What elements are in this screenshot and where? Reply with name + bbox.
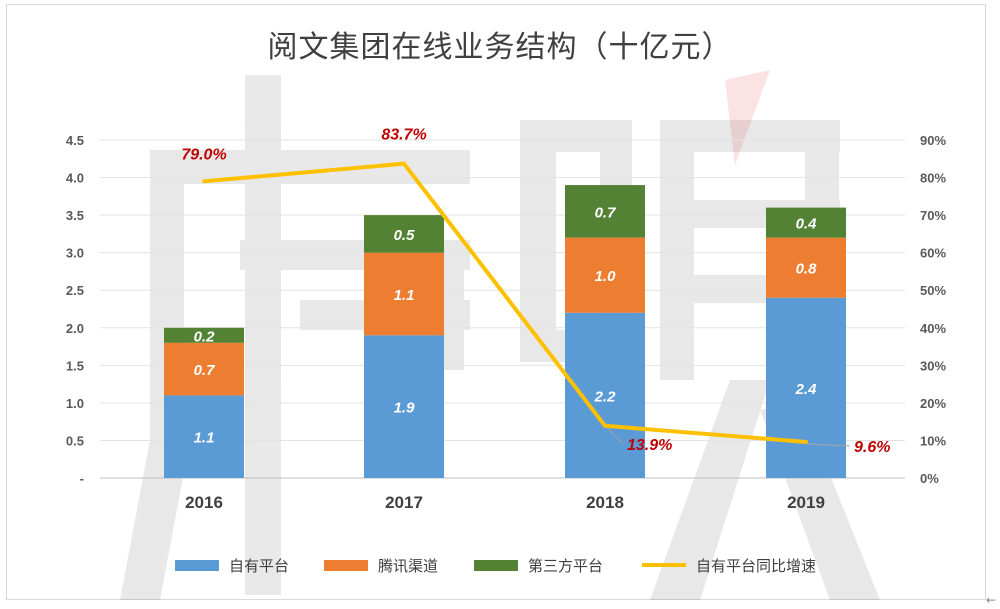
bar-segment	[766, 297, 846, 478]
y-right-tick-label: 40%	[920, 321, 946, 336]
leader-line	[807, 443, 851, 447]
growth-line-point	[402, 161, 406, 166]
legend-item-own-platform: 自有平台	[175, 553, 289, 577]
bars-group	[164, 185, 846, 478]
growth-line-group	[202, 161, 851, 447]
y-right-tick-label: 30%	[920, 358, 946, 373]
x-tick-label: 2016	[185, 493, 223, 512]
y-left-tick-label: 4.5	[66, 133, 84, 148]
legend-swatch	[474, 559, 518, 571]
y-left-tick-label: 2.0	[66, 321, 84, 336]
line-data-label: 9.6%	[854, 439, 890, 456]
growth-line-point	[603, 423, 607, 428]
bar-data-label: 1.1	[194, 430, 215, 447]
y-left-tick-label: -	[80, 471, 84, 486]
line-data-label: 79.0%	[181, 146, 226, 163]
y-left-tick-label: 1.5	[66, 358, 84, 373]
legend-item-growth: 自有平台同比增速	[642, 553, 816, 577]
y-left-tick-label: 1.0	[66, 396, 84, 411]
bar-segment	[565, 185, 645, 238]
line-data-label: 13.9%	[627, 437, 672, 454]
bar-data-label: 0.8	[796, 261, 818, 278]
bar-data-label: 1.9	[394, 400, 416, 417]
legend-swatch	[324, 559, 368, 571]
y-right-tick-label: 70%	[920, 208, 946, 223]
y-left-tick-label: 3.0	[66, 246, 84, 261]
legend-label: 腾讯渠道	[378, 556, 439, 575]
bar-segment	[164, 342, 244, 396]
watermark-stroke	[660, 120, 840, 152]
growth-line	[203, 161, 807, 444]
bar-data-label: 1.1	[394, 287, 415, 304]
legend-item-tencent: 腾讯渠道	[324, 553, 438, 577]
legend: 自有平台 腾讯渠道 第三方平台 自有平台同比增速	[0, 553, 1000, 577]
legend-item-third-party: 第三方平台	[474, 553, 603, 577]
watermark-stroke	[660, 120, 694, 380]
bar-data-label: 2.4	[795, 381, 818, 398]
legend-swatch	[642, 563, 686, 567]
x-tick-label: 2019	[787, 493, 825, 512]
bar-data-label: 2.2	[594, 388, 617, 405]
bar-data-label: 0.7	[595, 204, 617, 221]
bar-data-label: 0.4	[796, 216, 818, 233]
bar-data-label: 0.2	[194, 328, 216, 345]
legend-label: 自有平台同比增速	[696, 556, 817, 575]
legend-label: 第三方平台	[528, 556, 604, 575]
bar-segment	[766, 207, 846, 238]
watermark-stroke	[120, 440, 190, 600]
labels-group: 1.1 0.7 0.2 1.9 1.1 0.5 2.2 1.0 0.7 2.4 0.8 0.4 79.0…	[181, 127, 890, 456]
y-left-tick-label: 0.5	[66, 433, 84, 448]
y-left-tick-label: 3.5	[66, 208, 84, 223]
watermark-triangle	[725, 70, 770, 165]
leader-line	[606, 427, 624, 445]
growth-line-point	[202, 179, 206, 184]
bar-segment	[766, 237, 846, 298]
chart-title: 阅文集团在线业务结构（十亿元）	[267, 30, 733, 65]
line-data-label: 83.7%	[381, 127, 426, 144]
bar-segment	[565, 237, 645, 313]
y-left-tick-label: 2.5	[66, 283, 84, 298]
watermark-stroke	[245, 75, 281, 595]
x-tick-label: 2018	[586, 493, 624, 512]
legend-swatch	[175, 559, 219, 571]
y-right-tick-label: 10%	[920, 433, 946, 448]
y-right-tick-label: 60%	[920, 246, 946, 261]
y-left-tick-label: 4.0	[66, 171, 84, 186]
x-tick-label: 2017	[385, 493, 423, 512]
axes-group: - 0.5 1.0 1.5 2.0 2.5 3.0 3.5 4.0 4.5 0% 10% 20% 30% 4…	[66, 133, 947, 512]
bar-segment	[164, 327, 244, 343]
watermark-stroke	[520, 120, 630, 152]
legend-label: 自有平台	[229, 556, 290, 575]
y-right-tick-label: 80%	[920, 171, 946, 186]
bar-segment	[364, 335, 444, 478]
y-right-tick-label: 20%	[920, 396, 946, 411]
y-right-tick-label: 90%	[920, 133, 946, 148]
bar-segment	[364, 252, 444, 336]
arrow-left-icon[interactable]: ←	[985, 593, 996, 607]
bar-segment	[565, 312, 645, 478]
bar-data-label: 0.5	[394, 227, 416, 244]
bar-data-label: 0.7	[194, 362, 216, 379]
growth-line-point	[804, 439, 808, 444]
y-right-tick-label: 0%	[920, 471, 939, 486]
y-right-tick-label: 50%	[920, 283, 946, 298]
bar-data-label: 1.0	[595, 268, 617, 285]
bar-segment	[164, 395, 244, 478]
bar-segment	[364, 215, 444, 253]
